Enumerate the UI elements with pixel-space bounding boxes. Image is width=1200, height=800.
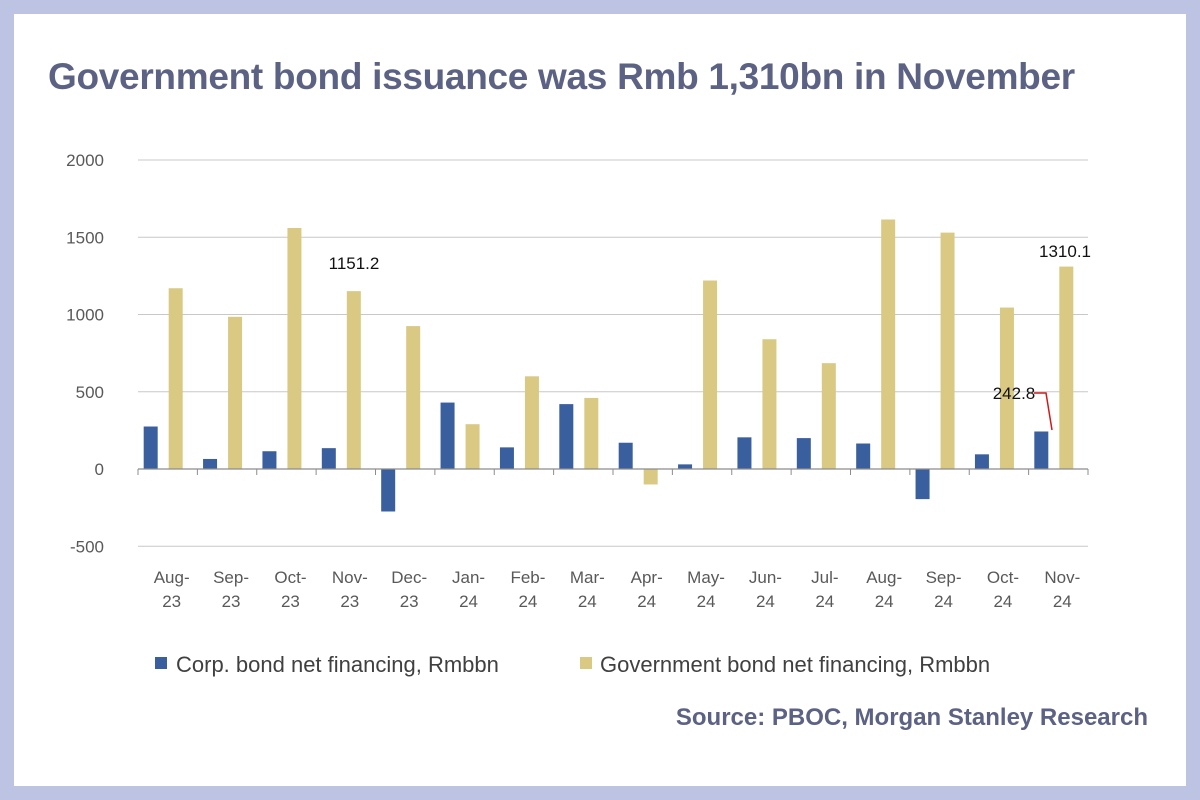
data-label: 242.8 <box>993 384 1036 403</box>
x-tick-label: Apr-24 <box>631 568 663 611</box>
legend-label-corp: Corp. bond net financing, Rmbbn <box>176 652 499 677</box>
gov-bar <box>703 280 718 469</box>
y-tick-label: 0 <box>95 460 104 479</box>
corp-bar <box>203 458 218 469</box>
data-label: 1310.1 <box>1039 242 1091 261</box>
gov-bar <box>524 376 539 469</box>
corp-bar <box>796 438 811 469</box>
corp-bar <box>262 451 277 469</box>
y-tick-label: 1000 <box>66 306 104 325</box>
x-tick-label: Aug-24 <box>866 568 902 611</box>
x-tick-label: May-24 <box>687 568 725 611</box>
gov-bar <box>465 424 480 469</box>
gov-bar <box>940 232 955 469</box>
corp-bar <box>440 402 455 469</box>
corp-bar <box>499 447 514 469</box>
y-tick-label: -500 <box>70 537 104 556</box>
corp-bar <box>737 437 752 469</box>
legend-label-gov: Government bond net financing, Rmbbn <box>600 652 990 677</box>
gov-bar <box>762 339 777 469</box>
gov-bar <box>821 363 836 469</box>
legend-swatch-corp <box>155 657 167 669</box>
y-tick-label: 2000 <box>66 151 104 170</box>
gov-bar <box>584 397 599 469</box>
gov-bar <box>999 307 1014 469</box>
corp-bar <box>974 454 989 469</box>
x-tick-label: Feb-24 <box>510 568 545 611</box>
data-label: 1151.2 <box>329 254 380 273</box>
gov-bar <box>346 291 361 469</box>
gov-bar <box>406 326 421 469</box>
x-tick-label: Aug-23 <box>154 568 190 611</box>
legend-swatch-gov <box>580 657 592 669</box>
x-tick-label: Nov-23 <box>332 568 368 611</box>
x-tick-label: Mar-24 <box>570 568 605 611</box>
corp-bar <box>678 464 693 469</box>
x-tick-label: Jul-24 <box>811 568 838 611</box>
chart-title: Government bond issuance was Rmb 1,310bn… <box>48 56 1075 97</box>
source-note: Source: PBOC, Morgan Stanley Research <box>675 704 1148 731</box>
x-tick-label: Sep-24 <box>926 568 962 611</box>
corp-bar <box>143 426 158 469</box>
corp-bar <box>321 448 336 469</box>
gov-bar <box>643 469 658 485</box>
gov-bar <box>881 219 896 469</box>
y-tick-label: 500 <box>76 383 104 402</box>
x-tick-label: Jun-24 <box>749 568 782 611</box>
corp-bar <box>618 442 633 469</box>
x-tick-label: Oct-24 <box>987 568 1019 611</box>
x-tick-label: Sep-23 <box>213 568 249 611</box>
gov-bar <box>168 288 183 469</box>
corp-bar <box>381 469 396 512</box>
y-tick-label: 1500 <box>66 228 104 247</box>
corp-bar <box>559 404 574 469</box>
x-tick-label: Nov-24 <box>1044 568 1080 611</box>
x-tick-label: Jan-24 <box>452 568 485 611</box>
corp-bar <box>1034 431 1049 469</box>
gov-bar <box>228 316 243 469</box>
corp-bar <box>856 443 871 469</box>
x-tick-label: Oct-23 <box>274 568 306 611</box>
x-tick-label: Dec-23 <box>391 568 427 611</box>
gov-bar <box>287 227 302 469</box>
corp-bar <box>915 469 930 500</box>
gov-bar <box>1059 266 1074 469</box>
chart-card <box>14 14 1186 786</box>
callout-line <box>1034 392 1053 431</box>
